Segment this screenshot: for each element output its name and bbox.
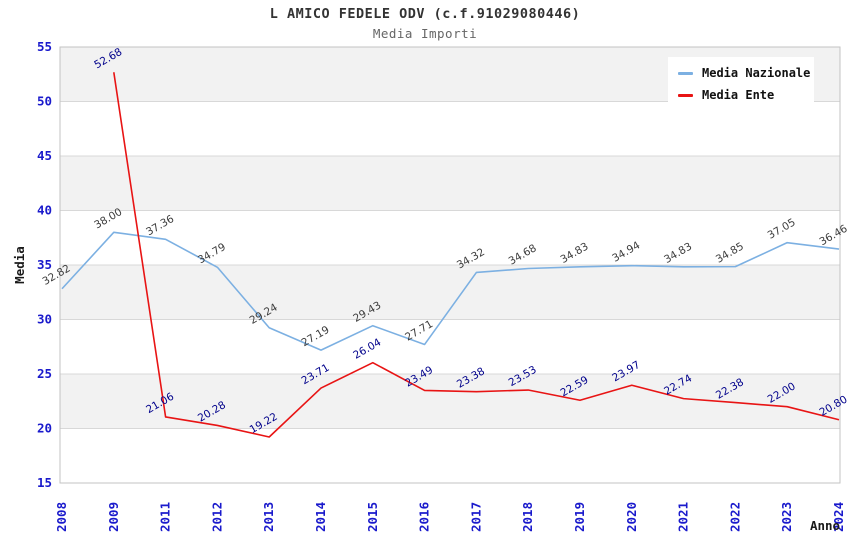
y-tick-label: 40: [37, 203, 52, 218]
x-tick-label: 2014: [313, 502, 328, 532]
plot-border: [59, 46, 841, 484]
x-tick-label: 2011: [158, 502, 173, 532]
x-tick-label: 2018: [520, 502, 535, 532]
x-tick-label: 2019: [572, 502, 587, 532]
nazionale-line-swatch-icon: [678, 71, 693, 75]
legend-item-media-nazionale: Media Nazionale: [678, 66, 810, 80]
point-label: 34.85: [714, 240, 746, 265]
x-tick-label: 2012: [209, 502, 224, 532]
x-tick-label: 2017: [468, 502, 483, 532]
legend-item-media-ente: Media Ente: [678, 88, 804, 102]
ente-line-swatch-icon: [678, 93, 693, 97]
y-tick-label: 30: [37, 312, 52, 327]
y-tick-label: 20: [37, 421, 52, 436]
grid-band: [60, 156, 840, 211]
y-tick-label: 25: [37, 366, 52, 381]
x-tick-label: 2023: [779, 502, 794, 532]
y-tick-label: 50: [37, 94, 52, 109]
x-tick-label: 2013: [261, 502, 276, 532]
point-label: 26.04: [351, 336, 383, 362]
chart-title: L AMICO FEDELE ODV (c.f.91029080446): [269, 6, 581, 22]
point-label: 34.79: [196, 241, 228, 266]
legend-label-media-ente: Media Ente: [702, 88, 775, 102]
point-label: 37.36: [144, 213, 176, 239]
series-line-media-nazionale: [61, 231, 840, 351]
point-label: 34.94: [610, 239, 642, 265]
y-axis-label: Media: [12, 246, 27, 284]
point-label: 34.68: [507, 242, 539, 267]
point-label: 27.71: [403, 318, 435, 343]
x-tick-label: 2015: [365, 502, 380, 532]
chart-legend: Media Nazionale Media Ente: [668, 57, 814, 112]
chart-subtitle: Media Importi: [372, 26, 478, 41]
point-label: 37.05: [766, 216, 798, 241]
point-label: 36.46: [817, 223, 849, 249]
x-tick-label: 2021: [676, 502, 691, 532]
y-tick-label: 55: [37, 39, 52, 54]
x-tick-label: 2022: [727, 502, 742, 532]
series-line-media-ente: [113, 72, 840, 438]
point-label: 27.19: [299, 324, 331, 349]
legend-label-media-nazionale: Media Nazionale: [702, 66, 811, 80]
x-tick-label: 2008: [54, 502, 69, 532]
point-label: 34.83: [558, 241, 590, 266]
y-tick-label: 35: [37, 257, 52, 272]
y-tick-label: 45: [37, 148, 52, 163]
x-tick-label: 2024: [831, 502, 846, 532]
x-tick-label: 2009: [106, 502, 121, 532]
grid-band: [60, 265, 840, 320]
x-axis-label: Anno: [810, 518, 840, 533]
y-tick-label: 15: [37, 475, 52, 490]
x-tick-label: 2020: [624, 502, 639, 532]
x-tick-label: 2016: [417, 502, 432, 532]
point-label: 34.83: [662, 241, 694, 266]
